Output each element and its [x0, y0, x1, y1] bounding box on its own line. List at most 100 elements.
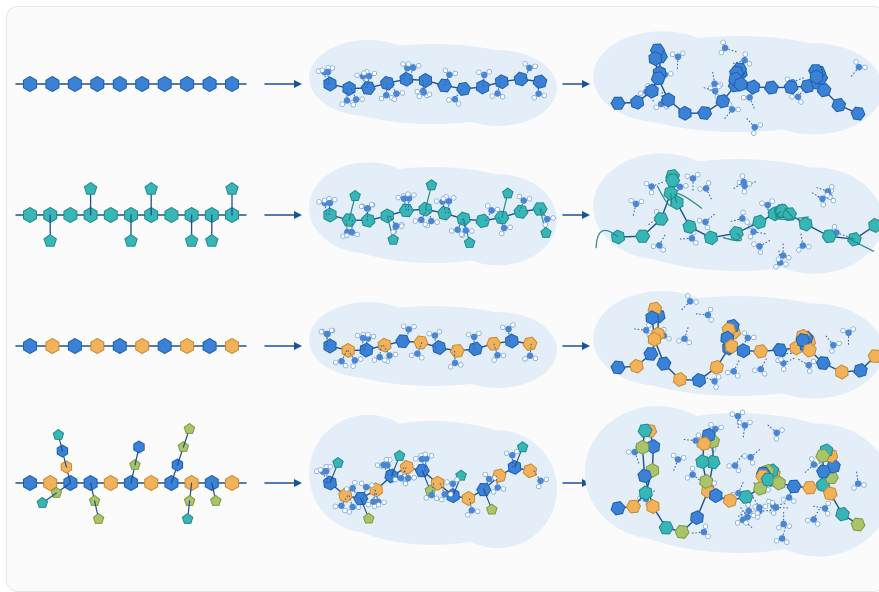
water-oxygen: [392, 223, 399, 230]
row3-hydrated-chain: [309, 302, 557, 388]
water-hydrogen: [328, 464, 333, 469]
water-oxygen: [537, 477, 544, 484]
water-oxygen: [800, 242, 807, 249]
water-oxygen: [488, 207, 495, 214]
water-oxygen: [353, 96, 360, 103]
water-hydrogen: [345, 233, 350, 238]
hexagon-icon: [324, 339, 336, 353]
pentagon-icon: [44, 235, 56, 247]
water-hydrogen: [747, 182, 752, 187]
water-hydrogen: [735, 374, 740, 379]
water-oxygen: [471, 334, 478, 341]
water-oxygen: [494, 352, 501, 359]
hexagon-icon: [46, 77, 59, 92]
water-hydrogen: [709, 423, 714, 428]
hexagon-icon: [662, 93, 675, 107]
water-hydrogen: [721, 40, 726, 45]
water-hydrogen: [429, 453, 434, 458]
water-hydrogen: [851, 327, 856, 332]
water-oxygen: [675, 456, 682, 463]
water-hydrogen: [523, 61, 528, 66]
water-hydrogen: [742, 331, 747, 336]
water-hydrogen: [780, 428, 785, 433]
water-oxygen: [656, 242, 663, 249]
water-oxygen: [705, 312, 712, 319]
water-hydrogen: [536, 484, 541, 489]
water-hydrogen: [792, 499, 797, 504]
water-oxygen: [845, 329, 852, 336]
water-hydrogen: [362, 71, 367, 76]
water-hydrogen: [832, 225, 837, 230]
hexagon-icon: [203, 339, 216, 354]
hexagon-icon: [181, 77, 194, 92]
water-oxygen: [746, 94, 753, 101]
water-hydrogen: [837, 341, 842, 346]
hexagon-icon: [659, 522, 673, 535]
water-hydrogen: [784, 262, 789, 267]
water-oxygen: [780, 252, 787, 259]
water-hydrogen: [355, 232, 360, 237]
water-oxygen: [805, 362, 812, 369]
arrow-head: [582, 211, 590, 219]
water-oxygen: [687, 298, 694, 305]
water-hydrogen: [685, 476, 690, 481]
water-hydrogen: [544, 477, 549, 482]
water-hydrogen: [393, 352, 398, 357]
water-oxygen: [735, 413, 742, 420]
water-hydrogen: [626, 450, 631, 455]
water-oxygen: [428, 218, 435, 225]
water-hydrogen: [758, 250, 763, 255]
hexagon-icon: [836, 365, 849, 379]
water-oxygen: [449, 480, 456, 487]
row2-network: [593, 153, 879, 273]
water-oxygen: [418, 217, 425, 224]
water-oxygen: [414, 350, 421, 357]
water-hydrogen: [401, 62, 406, 67]
water-hydrogen: [797, 248, 802, 253]
water-hydrogen: [383, 358, 388, 363]
water-hydrogen: [684, 184, 689, 189]
water-hydrogen: [511, 323, 516, 328]
hexagon-icon: [46, 339, 59, 354]
water-hydrogen: [458, 363, 463, 368]
water-oxygen: [410, 65, 417, 72]
water-hydrogen: [654, 105, 659, 110]
water-oxygen: [338, 358, 345, 365]
water-hydrogen: [477, 331, 482, 336]
water-oxygen: [747, 454, 754, 461]
hexagon-icon: [158, 77, 171, 92]
water-hydrogen: [543, 223, 548, 228]
water-hydrogen: [829, 184, 834, 189]
right-arrow-icon: [265, 342, 302, 350]
pentagon-icon: [145, 183, 157, 195]
water-hydrogen: [523, 357, 528, 362]
water-hydrogen: [333, 504, 338, 509]
water-oxygen: [535, 90, 542, 97]
water-oxygen: [468, 507, 475, 514]
water-hydrogen: [401, 324, 406, 329]
water-hydrogen: [371, 334, 376, 339]
water-hydrogen: [439, 497, 444, 502]
water-oxygen: [675, 53, 682, 60]
water-hydrogen: [741, 210, 746, 215]
water-hydrogen: [774, 538, 779, 543]
water-hydrogen: [347, 510, 352, 515]
water-oxygen: [722, 45, 729, 52]
water-oxygen: [505, 326, 512, 333]
water-hydrogen: [852, 486, 857, 491]
hexagon-icon: [649, 52, 662, 66]
water-hydrogen: [392, 97, 397, 102]
water-oxygen: [323, 468, 330, 475]
water-oxygen: [702, 219, 709, 226]
pentagon-icon: [185, 235, 197, 247]
water-hydrogen: [322, 198, 327, 203]
water-oxygen: [633, 201, 640, 208]
water-oxygen: [830, 342, 837, 349]
water-oxygen: [349, 485, 356, 492]
water-hydrogen: [742, 190, 747, 195]
hexagon-icon: [803, 481, 817, 494]
water-hydrogen: [696, 433, 701, 438]
water-hydrogen: [358, 357, 363, 362]
water-hydrogen: [466, 332, 471, 337]
hexagon-icon: [648, 332, 660, 346]
